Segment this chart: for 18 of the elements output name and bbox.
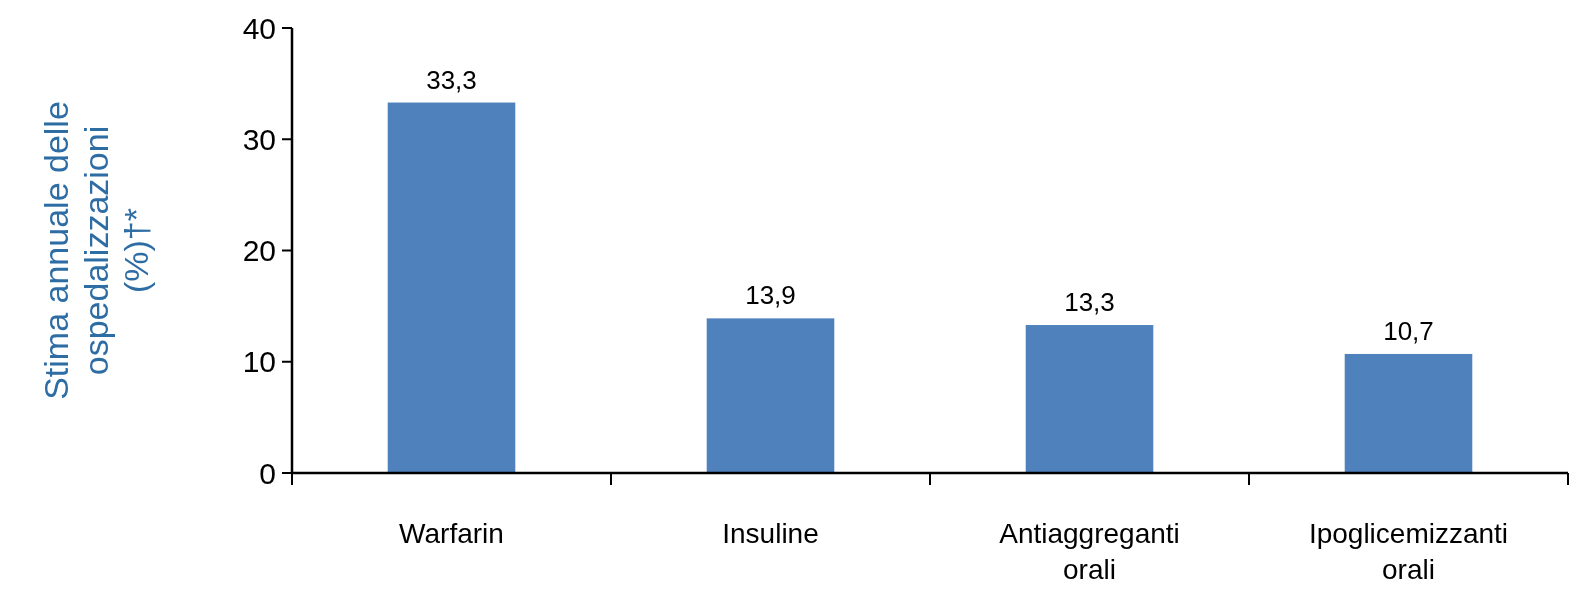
x-tick-label: Ipoglicemizzanti orali xyxy=(1308,518,1509,585)
data-label: 13,3 xyxy=(1064,287,1115,318)
x-tick-label: Insuline xyxy=(722,518,819,549)
y-tick-label: 10 xyxy=(242,345,276,379)
x-tick-label: Antiaggreganti orali xyxy=(999,518,1180,585)
data-label: 10,7 xyxy=(1383,315,1434,346)
y-axis-title: Stima annuale delle ospedalizzazioni (%)†* xyxy=(37,101,155,400)
bar xyxy=(1344,353,1473,473)
bar xyxy=(387,102,516,473)
data-label: 33,3 xyxy=(426,64,477,95)
data-label: 13,9 xyxy=(745,280,796,311)
y-tick-label: 40 xyxy=(242,11,276,45)
y-tick-label: 20 xyxy=(242,234,276,267)
y-tick-label: 0 xyxy=(259,456,276,490)
x-tick-label: Warfarin xyxy=(399,518,504,549)
y-tick-label: 30 xyxy=(242,122,276,156)
bar xyxy=(1025,325,1154,473)
bar xyxy=(706,318,835,473)
